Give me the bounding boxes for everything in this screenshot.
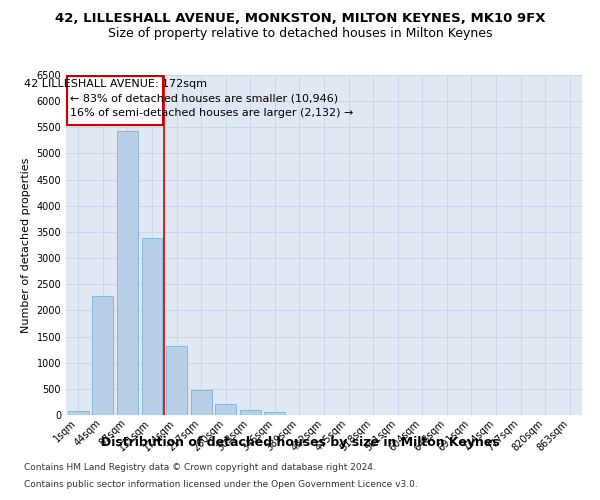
Text: Size of property relative to detached houses in Milton Keynes: Size of property relative to detached ho… xyxy=(108,28,492,40)
Bar xyxy=(166,346,187,415)
Bar xyxy=(142,238,163,415)
Bar xyxy=(92,296,113,415)
Bar xyxy=(215,404,236,415)
Bar xyxy=(191,390,212,415)
Bar xyxy=(240,410,261,415)
Bar xyxy=(117,131,138,415)
Bar xyxy=(68,412,89,415)
Text: Distribution of detached houses by size in Milton Keynes: Distribution of detached houses by size … xyxy=(101,436,499,449)
Bar xyxy=(67,76,163,124)
Text: 42, LILLESHALL AVENUE, MONKSTON, MILTON KEYNES, MK10 9FX: 42, LILLESHALL AVENUE, MONKSTON, MILTON … xyxy=(55,12,545,26)
Text: Contains public sector information licensed under the Open Government Licence v3: Contains public sector information licen… xyxy=(24,480,418,489)
Text: 42 LILLESHALL AVENUE: 172sqm: 42 LILLESHALL AVENUE: 172sqm xyxy=(23,78,206,88)
Text: 16% of semi-detached houses are larger (2,132) →: 16% of semi-detached houses are larger (… xyxy=(70,108,353,118)
Y-axis label: Number of detached properties: Number of detached properties xyxy=(21,158,31,332)
Text: ← 83% of detached houses are smaller (10,946): ← 83% of detached houses are smaller (10… xyxy=(70,94,338,104)
Bar xyxy=(265,412,286,415)
Text: Contains HM Land Registry data © Crown copyright and database right 2024.: Contains HM Land Registry data © Crown c… xyxy=(24,464,376,472)
